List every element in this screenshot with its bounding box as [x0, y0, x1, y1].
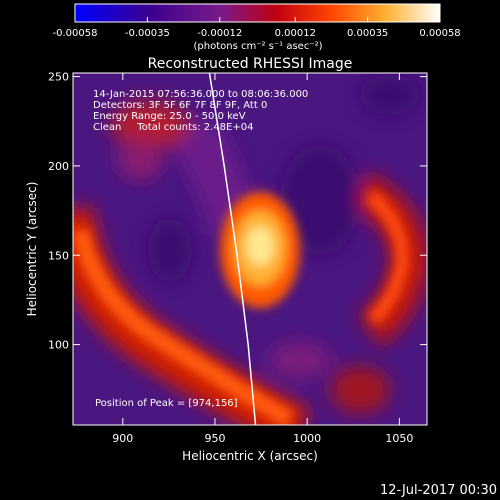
annotation-detectors: Detectors: 3F 5F 6F 7F 8F 9F, Att 0 [93, 100, 267, 111]
x-tick-label: 1050 [385, 432, 413, 445]
colorbar-tick-label: -0.00012 [197, 28, 242, 39]
y-tick-label: 250 [48, 71, 69, 84]
annotation-block: 14-Jan-2015 07:56:36.000 to 08:06:36.000… [93, 89, 308, 133]
y-tick-label: 150 [48, 249, 69, 262]
annotation-energy-range: Energy Range: 25.0 - 50.0 keV [93, 111, 246, 122]
colorbar: -0.00058 -0.00035 -0.00012 0.00012 0.00035 0.… [53, 3, 461, 52]
footer-date: 12-Jul-2017 00:30 [380, 483, 497, 498]
heatmap-image [73, 73, 427, 425]
x-tick-label: 950 [204, 432, 225, 445]
x-tick-label: 900 [112, 432, 133, 445]
y-axis-ticks: 100 150 200 250 [48, 71, 427, 352]
colorbar-unit-label: (photons cm⁻² s⁻¹ asec⁻²) [193, 41, 322, 52]
solar-limb-curve [208, 73, 257, 425]
annotation-time-range: 14-Jan-2015 07:56:36.000 to 08:06:36.000 [93, 89, 308, 100]
x-axis-ticks: 900 950 1000 1050 [112, 73, 413, 445]
y-tick-label: 200 [48, 160, 69, 173]
colorbar-tick-label: 0.00058 [419, 28, 460, 39]
plot-frame [72, 72, 428, 426]
colorbar-gradient [74, 3, 441, 23]
y-tick-label: 100 [48, 339, 69, 352]
x-tick-label: 1000 [293, 432, 321, 445]
colorbar-tick-label: -0.00035 [125, 28, 170, 39]
x-axis-label: Heliocentric X (arcsec) [182, 449, 318, 463]
y-axis-label: Heliocentric Y (arcsec) [25, 182, 39, 317]
colorbar-tick-label: 0.00012 [275, 28, 316, 39]
chart-title: Reconstructed RHESSI Image [148, 56, 353, 72]
annotation-clean-counts: Clean Total counts: 2.48E+04 [93, 122, 253, 133]
colorbar-tick-label: -0.00058 [53, 28, 98, 39]
peak-position-label: Position of Peak = [974,156] [95, 398, 238, 409]
colorbar-ticks: -0.00058 -0.00035 -0.00012 0.00012 0.00035 0.… [53, 17, 461, 39]
colorbar-tick-label: 0.00035 [347, 28, 388, 39]
